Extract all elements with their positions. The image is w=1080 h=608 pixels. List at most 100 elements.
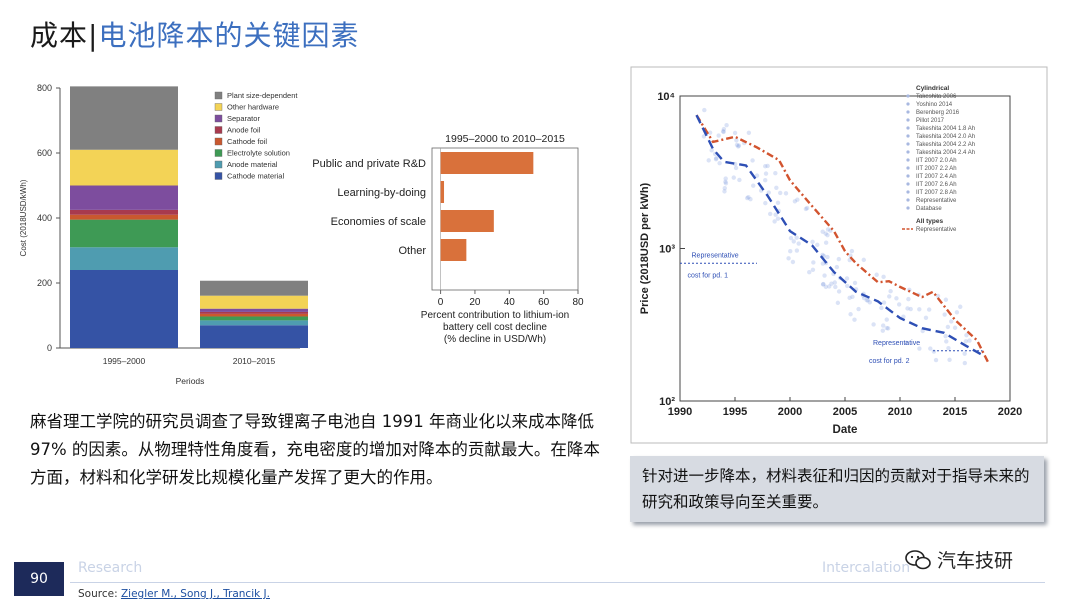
y-tick-label: 400 [37, 213, 52, 223]
database-point [721, 129, 726, 134]
legend-swatch [214, 137, 223, 146]
x-tick-label: 1990 [668, 406, 692, 418]
database-point [737, 177, 742, 183]
database-point [811, 260, 816, 265]
legend-entry: Yoshino 2014 [916, 102, 953, 108]
database-point [717, 160, 722, 166]
x-tick-label: 40 [504, 297, 516, 308]
database-point [822, 273, 827, 278]
legend-label: Cathode foil [227, 137, 267, 146]
database-point [962, 351, 967, 356]
database-point [810, 267, 816, 273]
database-point [885, 326, 891, 331]
x-tick-label: 2020 [998, 406, 1022, 418]
database-point [820, 229, 825, 234]
stacked-bar-segment [200, 316, 308, 321]
database-point [763, 164, 768, 169]
x-tick-label: 80 [572, 297, 584, 308]
database-point [867, 300, 872, 305]
database-point [865, 298, 871, 303]
database-point [881, 300, 887, 305]
database-point [750, 158, 755, 163]
database-point [820, 282, 826, 287]
database-point [850, 294, 855, 300]
legend-entry: Takeshita 2004 2.4 Ah [916, 150, 975, 156]
database-point [734, 138, 739, 143]
legend-marker [906, 102, 910, 106]
database-point [825, 254, 830, 260]
x-axis-title: Date [833, 424, 858, 436]
source-link[interactable]: Ziegler M., Song J., Trancik J. [120, 588, 270, 600]
y-tick-label: 0 [47, 343, 52, 353]
database-point [874, 272, 879, 277]
database-point [864, 298, 869, 303]
category-label: Other [398, 245, 426, 257]
title-main: 成本| [30, 19, 99, 52]
price-history-chart: 1990 1995 2000 2005 2010 2015 2020 10² 10³ 10⁴ Dat… [630, 66, 1048, 444]
database-point [823, 284, 829, 290]
database-point [723, 179, 728, 184]
database-point [833, 284, 838, 290]
database-point [928, 346, 933, 351]
legend-entry: IIT 2007 2.4 Ah [916, 174, 957, 180]
legend-swatch [214, 114, 223, 123]
legend-marker [906, 190, 910, 194]
database-point [772, 219, 777, 224]
database-point [923, 315, 929, 320]
legend-label: Separator [227, 114, 260, 123]
slide-title: 成本|电池降本的关键因素 [30, 14, 359, 54]
x-tick-label: 2010 [888, 406, 912, 418]
legend-marker [906, 166, 910, 170]
legend-marker [906, 118, 910, 122]
source-label: Source: [78, 588, 121, 600]
database-point [935, 293, 941, 299]
database-point [917, 346, 922, 351]
database-point [745, 195, 750, 201]
database-point [706, 158, 711, 163]
database-point [796, 241, 801, 246]
legend-marker [906, 182, 910, 186]
database-point [871, 322, 876, 327]
category-label: Economies of scale [331, 216, 426, 228]
database-point [949, 319, 954, 324]
plot-frame [431, 147, 579, 291]
database-point [721, 126, 727, 132]
database-point [721, 129, 726, 135]
body-text: 麻省理工学院的研究员调查了导致锂离子电池自 1991 年商业化以来成本降低 97… [30, 412, 600, 487]
database-point [836, 256, 842, 262]
legend-group-title: Cylindrical [916, 85, 949, 92]
stacked-cost-chart: 0 200 400 600 800 Cost (2018USD/kWh) 1995–2000… [19, 83, 308, 386]
category-label: Public and private R&D [312, 158, 426, 170]
y-axis-title: Cost (2018USD/kWh) [19, 179, 28, 256]
x-tick-label: 2015 [943, 406, 967, 418]
x-axis-title-line: battery cell cost decline [443, 322, 547, 333]
x-axis-title: Periods [176, 376, 205, 386]
database-point [731, 175, 736, 180]
database-point [944, 339, 949, 344]
legend-label: Plant size-dependent [227, 91, 298, 100]
database-point [845, 283, 850, 289]
database-point [861, 257, 866, 263]
wechat-watermark: 汽车技研 [905, 546, 1013, 573]
legend-entry: Database [916, 206, 942, 212]
database-point [943, 297, 949, 302]
database-point [778, 190, 783, 196]
database-point [825, 227, 831, 232]
stacked-bar-segment [200, 308, 308, 312]
source-line: Source: Ziegler M., Song J., Trancik J. [78, 588, 270, 600]
database-point [848, 312, 853, 317]
database-point [803, 206, 809, 212]
database-point [945, 324, 951, 330]
legend-marker [906, 110, 910, 114]
database-point [748, 197, 753, 202]
database-point [790, 259, 796, 265]
database-point [834, 264, 840, 270]
database-point [823, 240, 829, 245]
database-point [884, 325, 889, 331]
database-point [906, 296, 911, 302]
database-point [773, 212, 778, 217]
database-point [832, 280, 837, 285]
footer-left-label: Research [78, 560, 143, 576]
database-point [791, 239, 796, 244]
annotation-text: Representative [692, 252, 739, 259]
